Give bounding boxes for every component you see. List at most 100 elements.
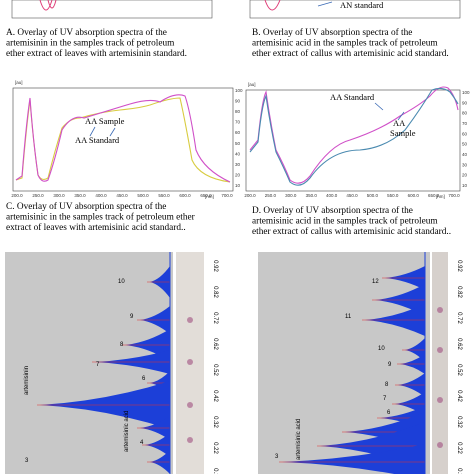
tlc-spot <box>187 437 193 443</box>
rf-label: 0.22 <box>456 442 462 454</box>
x-tick-label: 400.0 <box>326 193 338 198</box>
x-tick-label: 250.0 <box>32 193 44 198</box>
rf-label: 0.92 <box>212 260 218 272</box>
peak-label: 10 <box>118 279 125 285</box>
rf-label: 0.72 <box>212 312 218 324</box>
peak <box>282 444 425 474</box>
y-tick-label: 90 <box>462 100 468 105</box>
chart-frame <box>12 87 234 192</box>
annotation: AA Standard <box>75 135 120 145</box>
peak-label: 9 <box>388 362 392 368</box>
x-tick-label: 350.0 <box>306 193 318 198</box>
y-tick-label: 10 <box>235 183 241 188</box>
caption-line: D. Overlay of UV absorption spectra of t… <box>252 205 413 216</box>
caption-line: B. Overlay of UV absorption spectra of t… <box>252 27 412 38</box>
unit-label: [nm] <box>205 194 214 199</box>
x-tick-label: 500.0 <box>137 193 149 198</box>
peak-label: 3 <box>25 458 29 464</box>
spectrum-sample <box>15 94 231 183</box>
x-tick-label: 350.0 <box>74 193 86 198</box>
tlc-spot <box>187 402 193 408</box>
rf-label: 0.62 <box>456 338 462 350</box>
annotation: AA <box>393 118 406 128</box>
peak-label: artemisinic acid <box>124 411 130 452</box>
y-tick-label: 50 <box>235 141 241 146</box>
peak-label: 6 <box>142 376 146 382</box>
peak-label: 7 <box>383 396 387 402</box>
spectrum-standard <box>15 97 231 183</box>
x-tick-label: 200.0 <box>244 193 256 198</box>
rf-label: 0.32 <box>212 416 218 428</box>
x-tick-label: 450.0 <box>346 193 358 198</box>
rf-label: 0.82 <box>456 286 462 298</box>
tlc-spot <box>437 397 443 403</box>
y-tick-label: 60 <box>462 131 468 136</box>
tlc-spot <box>187 317 193 323</box>
caption-line: A. Overlay of UV absorption spectra of t… <box>6 27 167 38</box>
unit-label: [nm] <box>436 194 445 199</box>
rf-label: 0.12 <box>212 468 218 474</box>
y-tick-label: 100 <box>462 90 470 95</box>
peak-label: 4 <box>140 440 144 446</box>
peak-label: 6 <box>387 410 391 416</box>
x-tick-label: 550.0 <box>387 193 399 198</box>
rf-label: 0.22 <box>212 442 218 454</box>
caption-line: artemisinic in the samples track of petr… <box>6 212 196 223</box>
rf-label: 0.52 <box>212 364 218 376</box>
peak-label: 8 <box>385 382 389 388</box>
y-tick-label: 100 <box>235 88 243 93</box>
caption-line: ether extract of leaves with artemisinin… <box>6 48 187 59</box>
x-tick-label: 650.0 <box>200 193 212 198</box>
x-tick-label: 700.0 <box>221 193 233 198</box>
rf-label: 0.42 <box>212 390 218 402</box>
x-tick-label: 700.0 <box>448 193 460 198</box>
x-tick-label: 600.0 <box>179 193 191 198</box>
rf-label: 0.32 <box>456 416 462 428</box>
fragment-curve <box>264 0 281 11</box>
y-tick-label: 90 <box>235 99 241 104</box>
y-tick-label: 70 <box>235 120 241 125</box>
x-tick-label: 600.0 <box>408 193 420 198</box>
tlc-strip <box>432 252 448 474</box>
y-tick-label: 80 <box>235 109 241 114</box>
tlc-spot <box>437 307 443 313</box>
caption-line: artemisinin in the samples track of petr… <box>6 38 175 49</box>
unit-label: [au] <box>248 82 256 87</box>
tlc-spot <box>437 347 443 353</box>
chart-frame <box>245 89 461 192</box>
y-tick-label: 40 <box>235 151 241 156</box>
annotation: Sample <box>390 128 416 138</box>
x-tick-label: 650.0 <box>428 193 440 198</box>
tlc-spot <box>437 442 443 448</box>
rf-label: 0.82 <box>212 286 218 298</box>
caption-line: C. Overlay of UV absorption spectra of t… <box>6 201 166 212</box>
x-tick-label: 500.0 <box>367 193 379 198</box>
x-tick-label: 300.0 <box>285 193 297 198</box>
x-tick-label: 200.0 <box>11 193 23 198</box>
y-tick-label: 50 <box>462 142 468 147</box>
peak-label: 3 <box>275 454 279 460</box>
spectrum-sample <box>249 87 459 186</box>
peak-label: 12 <box>372 279 379 285</box>
arrow <box>109 127 116 137</box>
y-tick-label: 20 <box>462 173 468 178</box>
arrow <box>89 126 96 137</box>
x-tick-label: 550.0 <box>158 193 170 198</box>
tlc-spot <box>187 359 193 365</box>
rf-label: 0.12 <box>456 468 462 474</box>
arrow <box>374 102 384 111</box>
x-tick-label: 400.0 <box>95 193 107 198</box>
x-tick-label: 450.0 <box>116 193 128 198</box>
fragment-curve <box>39 0 57 11</box>
y-tick-label: 10 <box>462 183 468 188</box>
peak-label: 8 <box>120 342 124 348</box>
peak-label: 7 <box>96 362 100 368</box>
caption-line: artemisinic acid in the samples track of… <box>252 216 438 227</box>
rf-label: 0.62 <box>212 338 218 350</box>
fragment-frame <box>11 0 213 19</box>
rf-label: 0.52 <box>456 364 462 376</box>
caption-line: ether extract of callus with artemisinic… <box>252 48 449 59</box>
caption-line: artemisinic acid in the samples track of… <box>252 38 438 49</box>
y-tick-label: 30 <box>462 162 468 167</box>
y-tick-label: 70 <box>462 121 468 126</box>
